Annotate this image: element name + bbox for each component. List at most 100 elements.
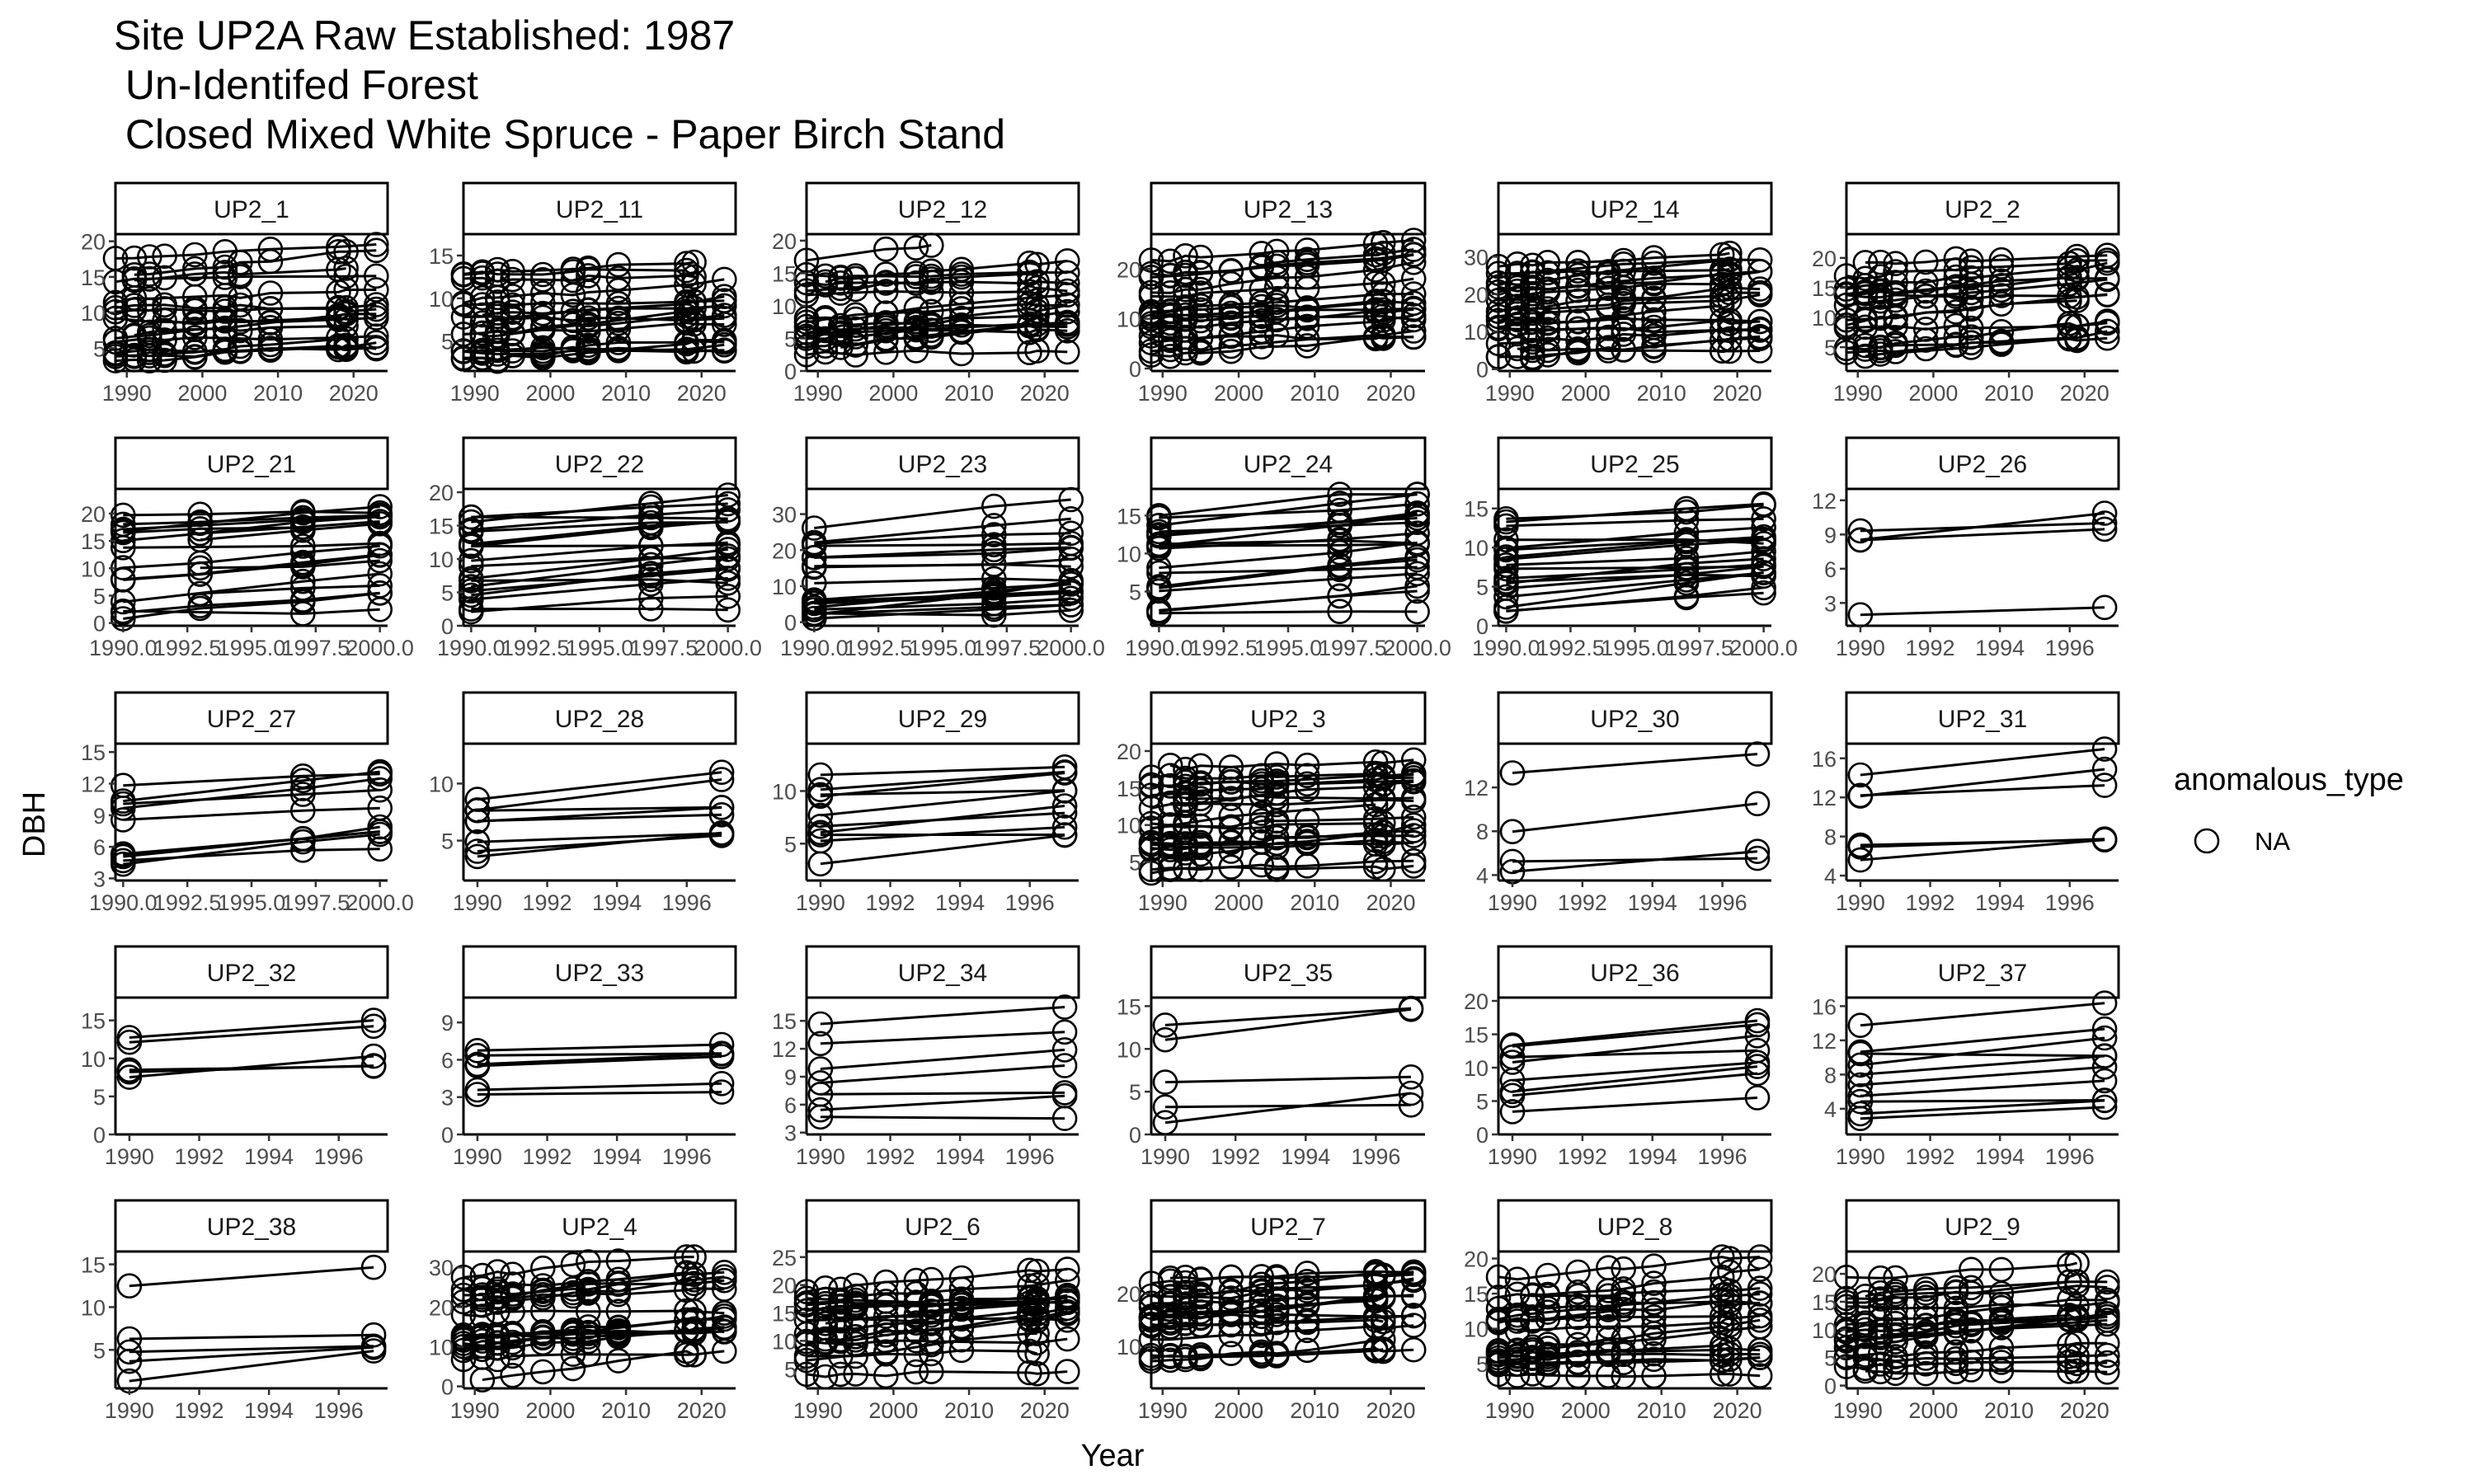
- data-point: [948, 1276, 975, 1302]
- tree-series-line: [1512, 1061, 1758, 1082]
- facet-strip: [462, 691, 737, 745]
- data-point: [1055, 248, 1080, 274]
- tree-series-line: [1506, 565, 1764, 590]
- data-point: [367, 761, 393, 787]
- tree-series-line: [1860, 1002, 2105, 1027]
- data-point: [1398, 1080, 1424, 1106]
- x-tick-label: 1990: [1138, 890, 1188, 915]
- data-point: [1988, 283, 2015, 308]
- y-tick-label: 8: [1824, 1063, 1837, 1087]
- tree-series-line: [814, 591, 1071, 605]
- y-tick-label: 3: [784, 1121, 797, 1146]
- series-group: [464, 1031, 735, 1107]
- x-tick-label: 1990: [1485, 381, 1535, 406]
- y-tick-label: 0: [1476, 614, 1489, 639]
- tree-series-line: [463, 345, 725, 353]
- data-point: [1709, 1282, 1735, 1308]
- data-point: [1747, 258, 1773, 284]
- tree-series-line: [806, 1337, 1068, 1345]
- data-point: [843, 1331, 868, 1357]
- x-tick-label: 1992: [1905, 636, 1954, 660]
- data-point: [1055, 282, 1080, 308]
- data-point: [1747, 316, 1773, 342]
- data-point: [1868, 264, 1893, 289]
- tree-series-line: [463, 1326, 725, 1352]
- data-point: [919, 279, 944, 305]
- data-point: [1173, 1265, 1198, 1290]
- facet-panel-up2-28: UP2_28 5 10 1990 1992 1994 1996: [429, 691, 737, 915]
- data-point: [1641, 298, 1667, 325]
- data-point: [1249, 1339, 1274, 1365]
- tree-series-line: [129, 1333, 374, 1341]
- data-point: [111, 516, 136, 542]
- data-point: [2057, 325, 2082, 351]
- facet-panel-up2-22: UP2_22 0 5 10 15 20 1990.01992.51995.01997.520…: [429, 436, 762, 660]
- data-point: [1051, 1053, 1078, 1078]
- series-group: [793, 1256, 1080, 1390]
- data-point: [1883, 339, 1908, 364]
- y-tick-label: 8: [1824, 825, 1837, 850]
- data-point: [1157, 1284, 1183, 1309]
- y-tick-label: 10: [1464, 1056, 1489, 1081]
- series-group: [1499, 741, 1771, 885]
- data-point: [469, 1284, 496, 1310]
- data-point: [1249, 1303, 1274, 1330]
- data-point: [1520, 270, 1545, 297]
- data-point: [807, 1031, 834, 1057]
- y-tick-label: 15: [1117, 994, 1141, 1019]
- y-tick-label: 20: [1464, 1247, 1489, 1272]
- facet-strip-label: UP2_33: [555, 960, 644, 987]
- data-point: [1024, 338, 1050, 364]
- data-point: [1717, 287, 1743, 313]
- data-point: [1218, 1311, 1244, 1336]
- data-point: [1565, 1293, 1591, 1319]
- data-point: [1847, 762, 1874, 788]
- facet-strip-label: UP2_8: [1597, 1214, 1673, 1241]
- data-point: [1400, 853, 1427, 879]
- data-point: [1868, 249, 1893, 275]
- facet-strip-label: UP2_6: [905, 1214, 981, 1241]
- series-group: [807, 754, 1078, 877]
- data-point: [1943, 332, 1969, 359]
- data-point: [711, 266, 737, 293]
- facet-strip-label: UP2_26: [1938, 451, 2027, 478]
- y-axis-title: DBH: [17, 791, 52, 857]
- x-tick-label: 1990: [796, 1144, 845, 1169]
- data-point: [637, 505, 664, 531]
- data-point: [827, 1361, 854, 1388]
- y-tick-label: 20: [1117, 257, 1141, 282]
- tree-series-line: [1512, 753, 1758, 774]
- tree-series-line: [1512, 1072, 1758, 1097]
- data-point: [500, 258, 525, 284]
- data-point: [1988, 1335, 2015, 1361]
- data-point: [1673, 519, 1700, 546]
- data-point: [187, 550, 213, 576]
- data-point: [681, 264, 707, 290]
- legend: anomalous_type NA: [2174, 763, 2404, 856]
- data-point: [1173, 276, 1198, 303]
- data-point: [1868, 1280, 1893, 1306]
- data-point: [1852, 1342, 1879, 1368]
- data-point: [1641, 1297, 1667, 1323]
- data-point: [605, 277, 632, 303]
- data-point: [1847, 518, 1874, 544]
- data-point: [1611, 290, 1636, 317]
- data-point: [1404, 561, 1430, 587]
- series-group: [1847, 736, 2118, 873]
- data-point: [1959, 315, 1984, 341]
- data-point: [1535, 309, 1561, 336]
- tree-series-line: [1498, 337, 1761, 360]
- data-point: [1400, 1282, 1427, 1308]
- data-point: [2057, 283, 2082, 309]
- data-point: [1504, 285, 1531, 311]
- tree-series-line: [471, 567, 728, 593]
- data-point: [1327, 539, 1352, 566]
- data-point: [1641, 1279, 1667, 1305]
- data-point: [1943, 1309, 1969, 1335]
- data-point: [1913, 283, 1939, 309]
- data-point: [711, 293, 737, 319]
- data-point: [1188, 1345, 1214, 1372]
- data-point: [1913, 336, 1939, 362]
- y-tick-label: 10: [1117, 308, 1141, 332]
- tree-series-line: [1150, 776, 1414, 797]
